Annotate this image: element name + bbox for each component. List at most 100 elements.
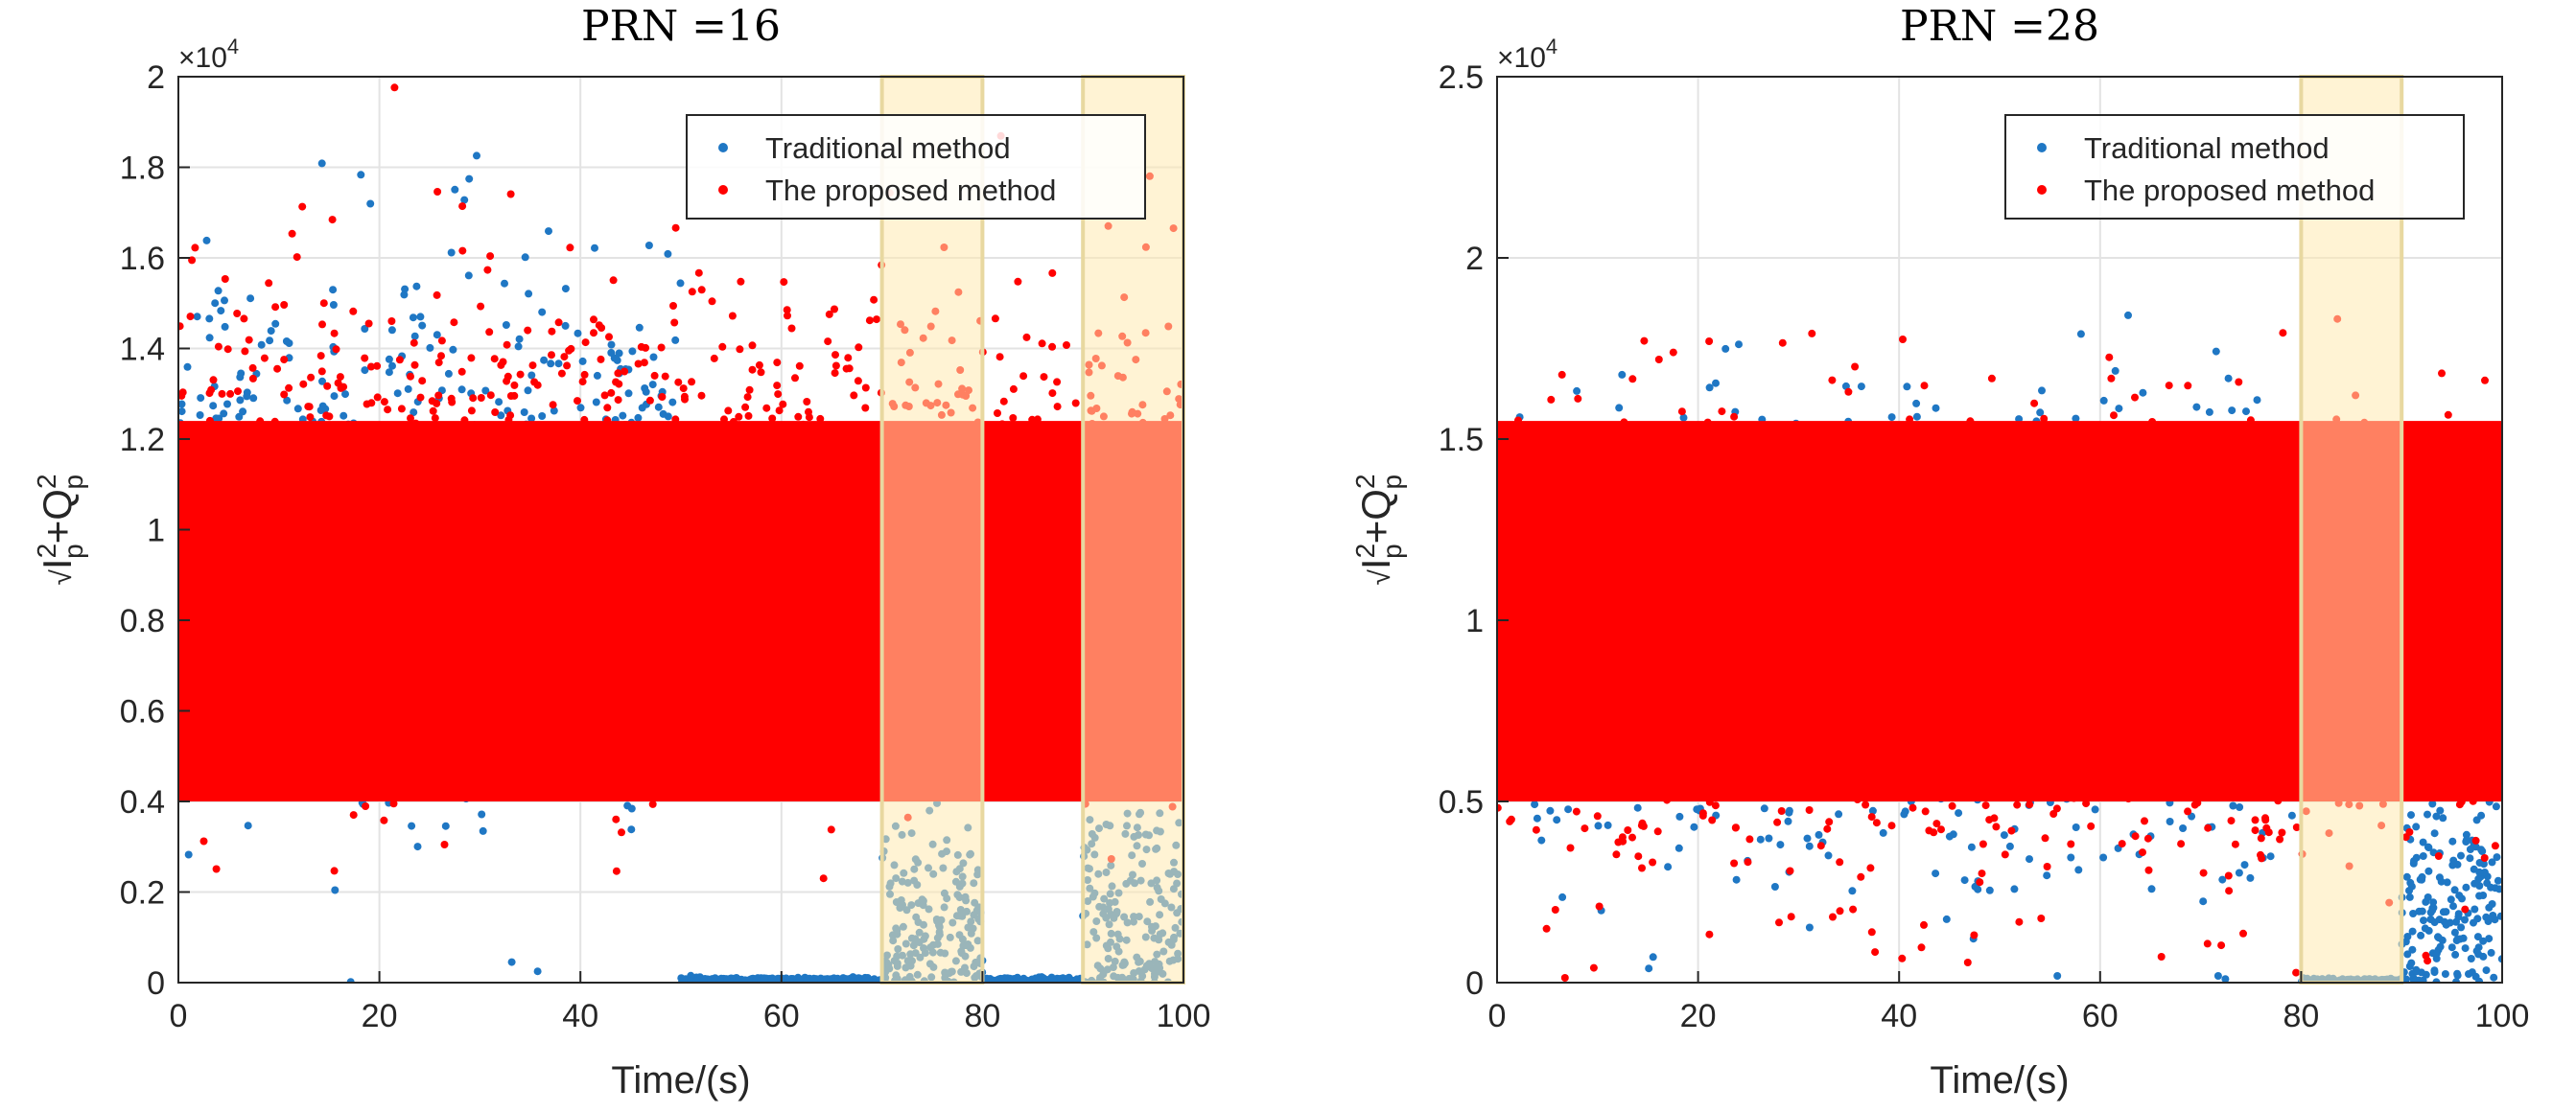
scatter-point	[299, 600, 308, 609]
scatter-point	[845, 364, 854, 373]
scatter-point	[1057, 471, 1066, 479]
scatter-point	[504, 416, 513, 424]
scatter-point	[995, 536, 1004, 545]
scatter-point	[225, 650, 234, 658]
scatter-point	[850, 391, 858, 400]
scatter-point	[858, 441, 867, 450]
scatter-point	[624, 434, 633, 443]
scatter-point	[580, 370, 589, 379]
scatter-point	[464, 271, 473, 280]
scatter-point	[503, 638, 512, 646]
scatter-point	[280, 647, 289, 656]
scatter-point	[215, 501, 223, 510]
scatter-point	[438, 448, 447, 456]
scatter-point	[191, 243, 199, 252]
scatter-point	[400, 290, 409, 299]
scatter-point	[238, 658, 246, 666]
scatter-point	[780, 630, 788, 638]
scatter-point	[809, 614, 818, 623]
scatter-point	[297, 541, 306, 548]
scatter-point	[406, 462, 414, 471]
scatter-point	[260, 354, 269, 362]
scatter-point	[710, 437, 717, 445]
scatter-point	[198, 592, 206, 601]
legend-label-proposed: The proposed method	[765, 174, 1056, 207]
scatter-point	[682, 586, 691, 594]
scatter-point	[1063, 689, 1071, 698]
scatter-point	[481, 386, 490, 395]
scatter-point	[319, 494, 328, 502]
scatter-point	[221, 296, 228, 305]
scatter-point	[490, 614, 499, 623]
scatter-point	[671, 415, 680, 424]
scatter-point	[273, 364, 282, 373]
scatter-point	[350, 457, 359, 466]
scatter-point	[434, 359, 443, 367]
scatter-point	[641, 752, 649, 759]
scatter-point	[1009, 384, 1018, 393]
scatter-point	[734, 437, 742, 446]
scatter-point	[459, 572, 468, 581]
scatter-point	[228, 662, 236, 671]
scatter-point	[404, 384, 412, 393]
scatter-point	[1034, 976, 1042, 983]
scatter-point	[521, 253, 529, 262]
scatter-point	[699, 713, 708, 722]
scatter-point	[502, 552, 509, 561]
scatter-point	[577, 549, 586, 557]
scatter-point	[244, 754, 252, 763]
scatter-point	[799, 420, 808, 429]
scatter-point	[216, 537, 224, 545]
scatter-point	[558, 436, 567, 445]
scatter-point	[1046, 728, 1055, 736]
scatter-point	[487, 591, 496, 599]
scatter-point	[634, 738, 643, 747]
scatter-point	[246, 294, 255, 303]
scatter-point	[477, 394, 485, 402]
scatter-point	[856, 476, 865, 485]
scatter-point	[341, 390, 349, 399]
scatter-point	[1031, 429, 1040, 437]
scatter-point	[557, 568, 565, 576]
scatter-point	[318, 377, 326, 385]
scatter-point	[440, 841, 449, 848]
scatter-point	[872, 645, 880, 654]
scatter-point	[596, 560, 604, 568]
scatter-point	[263, 422, 271, 430]
scatter-point	[207, 385, 216, 394]
scatter-point	[1848, 887, 1857, 895]
scatter-point	[554, 507, 563, 516]
scatter-point	[804, 591, 812, 599]
scatter-point	[258, 526, 267, 535]
scatter-point	[2224, 374, 2233, 383]
scatter-point	[809, 651, 818, 660]
scatter-point	[739, 976, 748, 983]
scatter-point	[1765, 834, 1773, 843]
scatter-point	[357, 171, 365, 179]
scatter-point	[506, 517, 515, 525]
scatter-point	[578, 357, 587, 365]
scatter-point	[322, 619, 331, 628]
scatter-point	[727, 532, 736, 541]
scatter-point	[677, 495, 686, 503]
scatter-point	[282, 683, 291, 690]
scatter-point	[524, 326, 532, 335]
scatter-point	[787, 473, 796, 481]
scatter-point	[697, 466, 706, 475]
scatter-point	[671, 223, 680, 232]
scatter-point	[478, 810, 486, 819]
scatter-point	[2246, 873, 2255, 882]
scatter-point	[707, 492, 715, 499]
scatter-point	[783, 491, 791, 499]
scatter-point	[361, 366, 369, 375]
scatter-point	[1016, 565, 1024, 573]
scatter-point	[439, 554, 448, 563]
scatter-point	[769, 445, 778, 452]
scatter-point	[2000, 831, 2008, 840]
scatter-point	[316, 352, 325, 360]
scatter-point	[435, 458, 444, 467]
scatter-point	[476, 681, 484, 689]
legend-label-traditional: Traditional method	[765, 131, 1011, 165]
scatter-point	[464, 534, 473, 543]
